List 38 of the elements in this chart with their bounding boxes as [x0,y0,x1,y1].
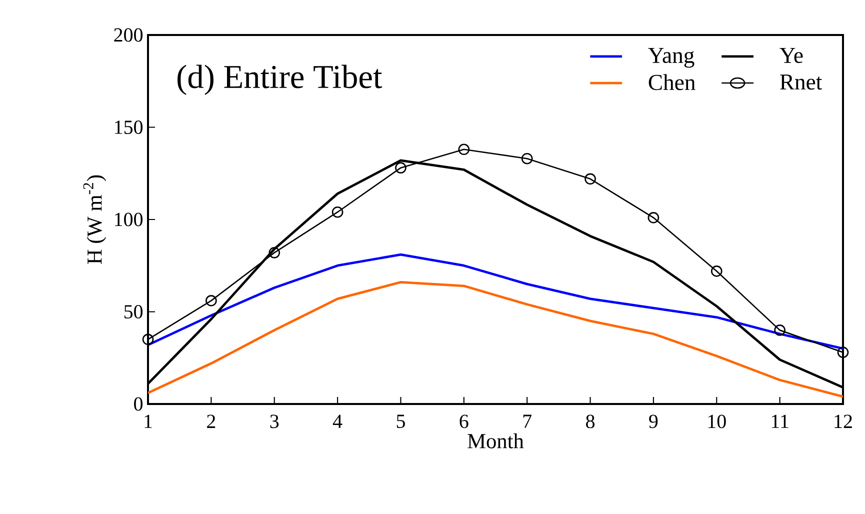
y-tick-label: 100 [115,212,143,226]
x-tick-label: 2 [207,414,216,428]
x-tick-label: 3 [270,414,279,428]
x-tick-label: 10 [708,414,726,428]
legend-label: Yang [648,48,694,68]
point [648,212,660,224]
legend-label: Chen [648,74,696,90]
point [710,265,722,277]
legend-label: Ye [780,48,803,64]
point [332,206,344,218]
x-tick-label: 9 [649,414,658,428]
legend-label: Rnet [780,74,822,90]
y-tick-label: 200 [114,28,143,42]
point [774,324,786,336]
y-tick-label: 150 [115,120,143,134]
point [206,295,217,306]
x-tick-label: 7 [523,414,532,428]
x-tick-label: 5 [396,414,405,428]
y-tick-label: 50 [124,304,143,318]
point [395,162,406,174]
x-tick-label: 11 [772,414,788,428]
x-axis-title: Month [468,433,524,448]
point [521,152,533,164]
point [584,173,596,185]
x-tick-label: 1 [144,414,152,428]
x-tick-label: 12 [834,414,852,428]
x-tick-label: 4 [332,414,342,428]
y-tick-label: 0 [134,397,143,411]
x-tick-label: 6 [460,414,468,428]
line-series [148,281,843,398]
y-axis-title: H (W m$^{-2}$) [83,175,106,264]
line-series [148,253,843,350]
text: (d) Entire Tibet [178,64,382,95]
point [268,247,280,258]
point [458,144,470,156]
x-tick-label: 8 [586,414,595,428]
point [142,334,154,346]
point [837,346,849,358]
